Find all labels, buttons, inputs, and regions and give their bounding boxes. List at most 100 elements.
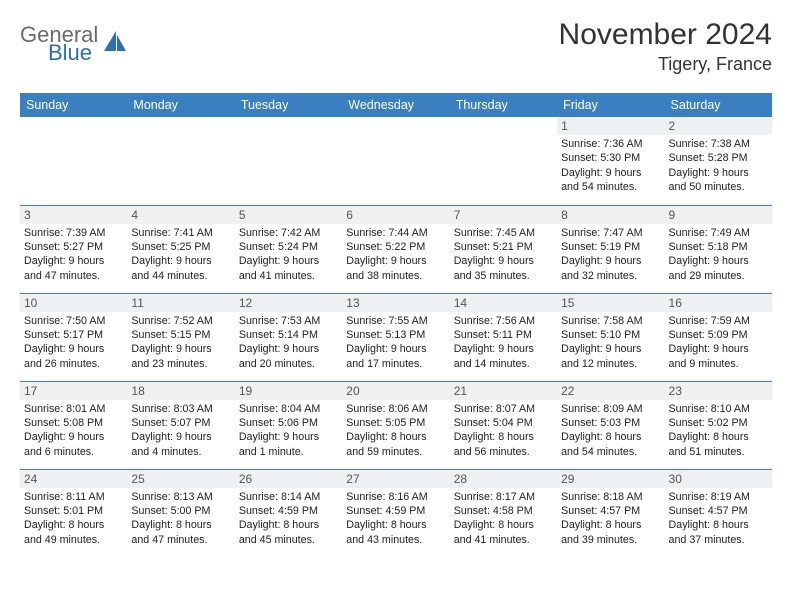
sunset-line: Sunset: 5:09 PM (669, 328, 768, 342)
sunrise-line: Sunrise: 8:10 AM (669, 402, 768, 416)
day-number: 11 (127, 294, 234, 312)
day-number: 6 (342, 206, 449, 224)
calendar-day-cell: 2Sunrise: 7:38 AMSunset: 5:28 PMDaylight… (665, 117, 772, 205)
sunrise-line: Sunrise: 8:04 AM (239, 402, 338, 416)
sunset-line: Sunset: 5:03 PM (561, 416, 660, 430)
weekday-header: Saturday (665, 93, 772, 117)
daylight-line: Daylight: 9 hours and 9 minutes. (669, 342, 768, 371)
calendar-day-cell (450, 117, 557, 205)
calendar-day-cell: 11Sunrise: 7:52 AMSunset: 5:15 PMDayligh… (127, 293, 234, 381)
weekday-header: Tuesday (235, 93, 342, 117)
daylight-line: Daylight: 9 hours and 26 minutes. (24, 342, 123, 371)
sunset-line: Sunset: 5:19 PM (561, 240, 660, 254)
sunset-line: Sunset: 5:15 PM (131, 328, 230, 342)
calendar-day-cell: 28Sunrise: 8:17 AMSunset: 4:58 PMDayligh… (450, 469, 557, 557)
daylight-line: Daylight: 8 hours and 47 minutes. (131, 518, 230, 547)
sunset-line: Sunset: 5:00 PM (131, 504, 230, 518)
daylight-line: Daylight: 9 hours and 47 minutes. (24, 254, 123, 283)
calendar-day-cell: 15Sunrise: 7:58 AMSunset: 5:10 PMDayligh… (557, 293, 664, 381)
calendar-page: General Blue November 2024 Tigery, Franc… (0, 0, 792, 557)
day-number: 9 (665, 206, 772, 224)
sunrise-line: Sunrise: 7:53 AM (239, 314, 338, 328)
day-number: 27 (342, 470, 449, 488)
daylight-line: Daylight: 9 hours and 4 minutes. (131, 430, 230, 459)
sunset-line: Sunset: 5:17 PM (24, 328, 123, 342)
sunrise-line: Sunrise: 7:59 AM (669, 314, 768, 328)
sunset-line: Sunset: 5:02 PM (669, 416, 768, 430)
calendar-day-cell: 17Sunrise: 8:01 AMSunset: 5:08 PMDayligh… (20, 381, 127, 469)
day-number: 18 (127, 382, 234, 400)
weekday-header: Thursday (450, 93, 557, 117)
day-number: 3 (20, 206, 127, 224)
calendar-day-cell: 8Sunrise: 7:47 AMSunset: 5:19 PMDaylight… (557, 205, 664, 293)
calendar-day-cell: 21Sunrise: 8:07 AMSunset: 5:04 PMDayligh… (450, 381, 557, 469)
calendar-day-cell: 3Sunrise: 7:39 AMSunset: 5:27 PMDaylight… (20, 205, 127, 293)
calendar-day-cell: 14Sunrise: 7:56 AMSunset: 5:11 PMDayligh… (450, 293, 557, 381)
sunrise-line: Sunrise: 8:18 AM (561, 490, 660, 504)
sunset-line: Sunset: 5:13 PM (346, 328, 445, 342)
calendar-day-cell: 10Sunrise: 7:50 AMSunset: 5:17 PMDayligh… (20, 293, 127, 381)
sunrise-line: Sunrise: 8:03 AM (131, 402, 230, 416)
calendar-day-cell: 26Sunrise: 8:14 AMSunset: 4:59 PMDayligh… (235, 469, 342, 557)
sunrise-line: Sunrise: 8:17 AM (454, 490, 553, 504)
calendar-day-cell: 22Sunrise: 8:09 AMSunset: 5:03 PMDayligh… (557, 381, 664, 469)
calendar-day-cell: 4Sunrise: 7:41 AMSunset: 5:25 PMDaylight… (127, 205, 234, 293)
day-number: 16 (665, 294, 772, 312)
calendar-week-row: 1Sunrise: 7:36 AMSunset: 5:30 PMDaylight… (20, 117, 772, 205)
calendar-day-cell: 7Sunrise: 7:45 AMSunset: 5:21 PMDaylight… (450, 205, 557, 293)
sunrise-line: Sunrise: 7:45 AM (454, 226, 553, 240)
calendar-day-cell: 9Sunrise: 7:49 AMSunset: 5:18 PMDaylight… (665, 205, 772, 293)
sunset-line: Sunset: 5:30 PM (561, 151, 660, 165)
sunset-line: Sunset: 4:59 PM (239, 504, 338, 518)
daylight-line: Daylight: 9 hours and 20 minutes. (239, 342, 338, 371)
sunrise-line: Sunrise: 7:39 AM (24, 226, 123, 240)
sunrise-line: Sunrise: 8:13 AM (131, 490, 230, 504)
day-number: 22 (557, 382, 664, 400)
sunrise-line: Sunrise: 8:19 AM (669, 490, 768, 504)
daylight-line: Daylight: 8 hours and 56 minutes. (454, 430, 553, 459)
day-number: 10 (20, 294, 127, 312)
sunset-line: Sunset: 4:57 PM (669, 504, 768, 518)
day-number: 7 (450, 206, 557, 224)
sunrise-line: Sunrise: 8:06 AM (346, 402, 445, 416)
sunrise-line: Sunrise: 7:52 AM (131, 314, 230, 328)
day-number: 30 (665, 470, 772, 488)
weekday-header: Wednesday (342, 93, 449, 117)
calendar-day-cell: 6Sunrise: 7:44 AMSunset: 5:22 PMDaylight… (342, 205, 449, 293)
sunset-line: Sunset: 5:22 PM (346, 240, 445, 254)
sunset-line: Sunset: 5:08 PM (24, 416, 123, 430)
sunrise-line: Sunrise: 7:58 AM (561, 314, 660, 328)
day-number: 25 (127, 470, 234, 488)
calendar-day-cell: 5Sunrise: 7:42 AMSunset: 5:24 PMDaylight… (235, 205, 342, 293)
daylight-line: Daylight: 8 hours and 41 minutes. (454, 518, 553, 547)
daylight-line: Daylight: 8 hours and 49 minutes. (24, 518, 123, 547)
daylight-line: Daylight: 8 hours and 39 minutes. (561, 518, 660, 547)
calendar-day-cell: 30Sunrise: 8:19 AMSunset: 4:57 PMDayligh… (665, 469, 772, 557)
sunset-line: Sunset: 5:18 PM (669, 240, 768, 254)
day-number: 1 (557, 117, 664, 135)
daylight-line: Daylight: 8 hours and 59 minutes. (346, 430, 445, 459)
daylight-line: Daylight: 9 hours and 14 minutes. (454, 342, 553, 371)
daylight-line: Daylight: 9 hours and 44 minutes. (131, 254, 230, 283)
calendar-day-cell (20, 117, 127, 205)
sunrise-line: Sunrise: 7:41 AM (131, 226, 230, 240)
calendar-day-cell: 24Sunrise: 8:11 AMSunset: 5:01 PMDayligh… (20, 469, 127, 557)
sunset-line: Sunset: 5:07 PM (131, 416, 230, 430)
sunset-line: Sunset: 5:04 PM (454, 416, 553, 430)
sunrise-line: Sunrise: 7:42 AM (239, 226, 338, 240)
daylight-line: Daylight: 9 hours and 6 minutes. (24, 430, 123, 459)
day-number: 21 (450, 382, 557, 400)
day-number: 4 (127, 206, 234, 224)
daylight-line: Daylight: 8 hours and 54 minutes. (561, 430, 660, 459)
calendar-week-row: 17Sunrise: 8:01 AMSunset: 5:08 PMDayligh… (20, 381, 772, 469)
weekday-header: Sunday (20, 93, 127, 117)
sunrise-line: Sunrise: 7:38 AM (669, 137, 768, 151)
daylight-line: Daylight: 8 hours and 45 minutes. (239, 518, 338, 547)
sunrise-line: Sunrise: 8:01 AM (24, 402, 123, 416)
calendar-day-cell: 1Sunrise: 7:36 AMSunset: 5:30 PMDaylight… (557, 117, 664, 205)
sunrise-line: Sunrise: 8:14 AM (239, 490, 338, 504)
day-number: 5 (235, 206, 342, 224)
calendar-day-cell: 25 Sunrise: 8:13 AMSunset: 5:00 PMDayligh… (127, 469, 234, 557)
calendar-table: Sunday Monday Tuesday Wednesday Thursday… (20, 93, 772, 557)
weekday-header: Friday (557, 93, 664, 117)
